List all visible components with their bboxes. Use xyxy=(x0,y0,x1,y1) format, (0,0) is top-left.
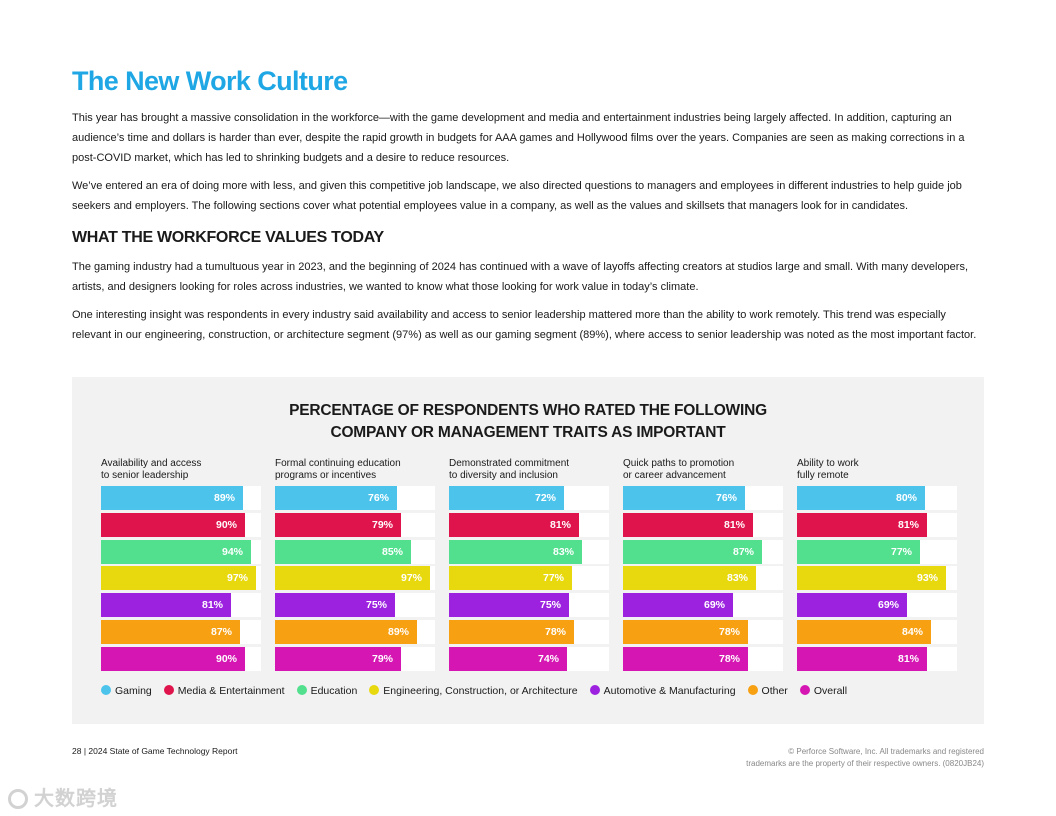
section-heading: WHAT THE WORKFORCE VALUES TODAY xyxy=(72,229,384,246)
panel-label-line: Formal continuing education xyxy=(275,458,401,469)
legend-label: Media & Entertainment xyxy=(177,685,285,698)
panel-label-line: Ability to work xyxy=(797,458,859,469)
legend-label: Gaming xyxy=(115,685,152,698)
legend-swatch xyxy=(101,685,111,696)
legend-swatch xyxy=(589,685,600,696)
panel-label-line: or career advancement xyxy=(623,470,726,481)
bar-gaming: 72% xyxy=(449,486,564,510)
bar-gaming: 80% xyxy=(797,486,925,510)
section-paragraph-2: One interesting insight was respondents … xyxy=(72,309,977,341)
panel-label-line: Quick paths to promotion xyxy=(623,458,735,469)
legend-item: Media & Entertainment xyxy=(163,685,285,698)
bar-other: 84% xyxy=(797,620,931,644)
bar-automotive-manufacturing: 75% xyxy=(449,593,569,617)
panel-label-line: Demonstrated commitment xyxy=(449,458,570,469)
bar-overall: 79% xyxy=(275,647,401,671)
bar-overall: 78% xyxy=(623,647,748,671)
panel-label: Demonstrated commitment to diversity and … xyxy=(449,458,609,482)
legend-item: Overall xyxy=(799,685,848,698)
bar-engineering-construction-or-architecture: 97% xyxy=(101,566,256,590)
bar-education: 87% xyxy=(623,540,762,564)
chart-title: PERCENTAGE OF RESPONDENTS WHO RATED THE … xyxy=(72,400,984,444)
bar-overall: 81% xyxy=(797,647,927,671)
legend-label: Engineering, Construction, or Architectu… xyxy=(383,685,578,698)
legend-swatch xyxy=(296,685,307,696)
legend-label: Overall xyxy=(813,685,848,698)
panel-label-line: to diversity and inclusion xyxy=(449,470,558,481)
intro-paragraph-1: This year has brought a massive consolid… xyxy=(72,112,965,164)
bar-automotive-manufacturing: 75% xyxy=(275,593,395,617)
chart-title-line-1: PERCENTAGE OF RESPONDENTS WHO RATED THE … xyxy=(289,402,767,419)
watermark-logo-icon xyxy=(8,789,28,809)
bar-other: 78% xyxy=(623,620,748,644)
bar-media-entertainment: 81% xyxy=(797,513,927,537)
bar-overall: 90% xyxy=(101,647,245,671)
bar-education: 94% xyxy=(101,540,251,564)
bar-education: 83% xyxy=(449,540,582,564)
section-paragraph-1: The gaming industry had a tumultuous yea… xyxy=(72,261,969,293)
legend-swatch xyxy=(369,685,380,696)
legend-item: Automotive & Manufacturing xyxy=(589,685,736,698)
panel-label-line: Availability and access xyxy=(101,458,202,469)
bar-other: 87% xyxy=(101,620,240,644)
panel-label-line: to senior leadership xyxy=(101,470,189,481)
panel-label-line: programs or incentives xyxy=(275,470,377,481)
footer-copyright-line-1: © Perforce Software, Inc. All trademarks… xyxy=(788,747,984,756)
panel-label: Ability to work fully remote xyxy=(797,458,957,482)
legend-label: Education xyxy=(310,685,358,698)
bar-automotive-manufacturing: 69% xyxy=(623,593,733,617)
legend-item: Education xyxy=(296,685,358,698)
bar-media-entertainment: 90% xyxy=(101,513,245,537)
chart-title-line-2: COMPANY OR MANAGEMENT TRAITS AS IMPORTAN… xyxy=(330,424,726,441)
page-title: The New Work Culture xyxy=(72,66,348,96)
chart-legend: Gaming Media & Entertainment Education Engi… xyxy=(101,685,859,697)
bar-automotive-manufacturing: 69% xyxy=(797,593,907,617)
bar-education: 77% xyxy=(797,540,920,564)
bar-media-entertainment: 79% xyxy=(275,513,401,537)
bar-engineering-construction-or-architecture: 97% xyxy=(275,566,430,590)
bar-media-entertainment: 81% xyxy=(623,513,753,537)
legend-label: Other xyxy=(761,685,788,698)
chart-container: PERCENTAGE OF RESPONDENTS WHO RATED THE … xyxy=(72,377,984,724)
legend-label: Automotive & Manufacturing xyxy=(603,685,736,698)
bar-other: 89% xyxy=(275,620,417,644)
bar-engineering-construction-or-architecture: 83% xyxy=(623,566,756,590)
panel-label: Formal continuing education programs or i… xyxy=(275,458,435,482)
panel-label: Availability and access to senior leaders… xyxy=(101,458,261,482)
legend-swatch xyxy=(799,685,810,696)
bar-gaming: 76% xyxy=(623,486,745,510)
bar-education: 85% xyxy=(275,540,411,564)
bar-gaming: 89% xyxy=(101,486,243,510)
watermark-text: 大数跨境 xyxy=(34,788,118,810)
bar-gaming: 76% xyxy=(275,486,397,510)
legend-swatch xyxy=(747,685,758,696)
panel-label-line: fully remote xyxy=(797,470,849,481)
legend-item: Engineering, Construction, or Architectu… xyxy=(369,685,578,698)
watermark: 大数跨境 xyxy=(8,782,118,811)
legend-swatch xyxy=(163,685,174,696)
bar-overall: 74% xyxy=(449,647,567,671)
bar-engineering-construction-or-architecture: 77% xyxy=(449,566,572,590)
footer-copyright-line-2: trademarks are the property of their res… xyxy=(746,759,984,768)
legend-item: Other xyxy=(747,685,788,698)
footer-copyright: © Perforce Software, Inc. All trademarks… xyxy=(684,746,984,770)
bar-automotive-manufacturing: 81% xyxy=(101,593,231,617)
footer-page-info: 28 | 2024 State of Game Technology Repor… xyxy=(72,746,238,756)
intro-paragraph-2: We’ve entered an era of doing more with … xyxy=(72,180,962,212)
legend-item: Gaming xyxy=(101,685,152,697)
bar-engineering-construction-or-architecture: 93% xyxy=(797,566,946,590)
bar-media-entertainment: 81% xyxy=(449,513,579,537)
bar-other: 78% xyxy=(449,620,574,644)
panel-label: Quick paths to promotion or career advanc… xyxy=(623,458,783,482)
